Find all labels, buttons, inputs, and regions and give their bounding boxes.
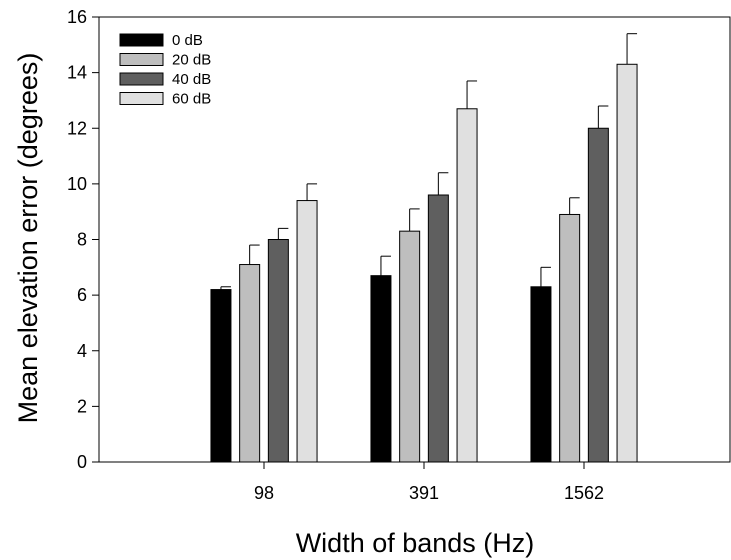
x-tick-label: 98: [254, 483, 274, 503]
bar-20db-98: [239, 264, 261, 463]
y-tick-label: 10: [67, 174, 87, 194]
legend-swatch-20db: [119, 53, 164, 66]
legend-swatch-0db: [119, 33, 164, 47]
bar-0db-98: [210, 289, 232, 463]
bar-60db-98: [296, 200, 318, 463]
bar-20db-1562: [559, 213, 581, 463]
y-tick-label: 14: [67, 63, 87, 83]
bar-60db-1562: [616, 63, 638, 463]
bars-layer: [210, 33, 638, 463]
bar-60db-391: [456, 108, 478, 463]
bar-0db-391: [370, 275, 392, 463]
bar-20db-391: [399, 230, 421, 463]
x-tick-label: 1562: [564, 483, 604, 503]
bar-40db-98: [267, 239, 289, 463]
x-tick-label: 391: [409, 483, 439, 503]
axes-layer: 0 2 4 6 8 10 12 14 16 98 391 1562: [67, 7, 731, 503]
y-tick-label: 2: [77, 396, 87, 416]
bar-40db-391: [427, 194, 449, 463]
y-tick-label: 12: [67, 118, 87, 138]
y-tick-label: 8: [77, 230, 87, 250]
legend-label-60db: 60 dB: [172, 91, 211, 108]
x-axis-title: Width of bands (Hz): [296, 528, 535, 558]
y-tick-label: 0: [77, 452, 87, 472]
legend-swatch-60db: [119, 92, 164, 105]
bar-40db-1562: [587, 127, 609, 463]
legend-label-20db: 20 dB: [172, 52, 211, 69]
y-axis-title: Mean elevation error (degrees): [13, 53, 43, 424]
y-tick-label: 16: [67, 7, 87, 27]
legend-label-0db: 0 dB: [172, 32, 203, 49]
legend-label-40db: 40 dB: [172, 71, 211, 88]
y-tick-label: 4: [77, 341, 87, 361]
legend: 0 dB 20 dB 40 dB 60 dB: [119, 32, 211, 108]
legend-swatch-40db: [119, 72, 164, 86]
y-tick-label: 6: [77, 285, 87, 305]
bar-0db-1562: [530, 286, 552, 463]
